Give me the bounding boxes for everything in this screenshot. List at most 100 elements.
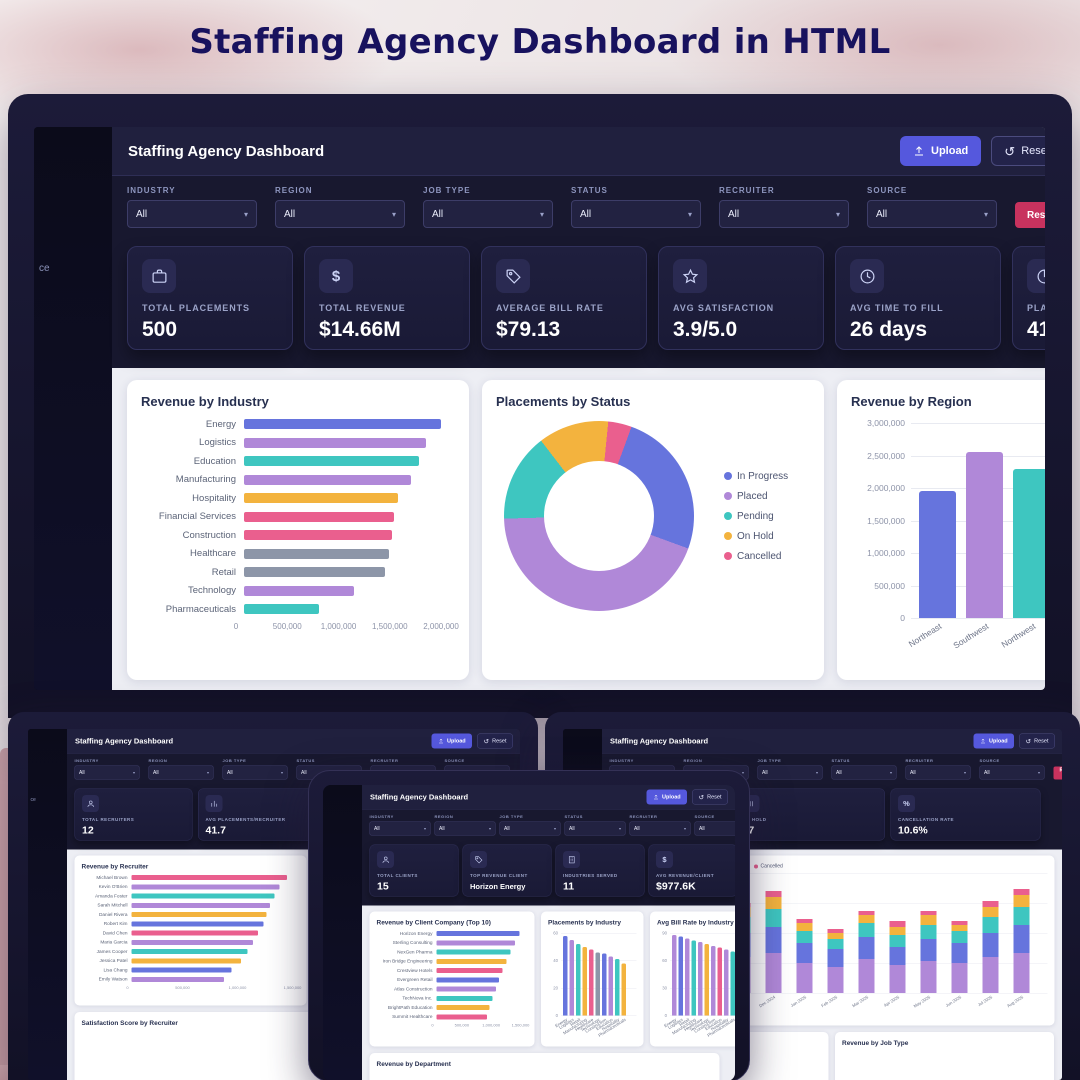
hbar-bar[interactable] xyxy=(244,419,441,430)
filter-select-status[interactable]: All▾ xyxy=(571,200,701,228)
upload-button[interactable]: Upload xyxy=(431,733,473,749)
hbar-bar[interactable] xyxy=(244,437,427,448)
reset-button[interactable]: ↺Reset xyxy=(1019,733,1055,749)
stacked-bar[interactable] xyxy=(951,921,968,993)
stacked-bar[interactable] xyxy=(858,911,875,993)
hbar-bar[interactable] xyxy=(131,939,253,945)
hbar-bar[interactable] xyxy=(244,548,389,559)
vbar-bar[interactable] xyxy=(595,952,600,1016)
hbar-bar[interactable] xyxy=(436,995,493,1001)
upload-button[interactable]: Upload xyxy=(973,733,1015,749)
legend-item[interactable]: In Progress xyxy=(724,471,788,482)
hbar-bar[interactable] xyxy=(131,930,259,936)
filter-select-job-type[interactable]: All ▾ xyxy=(757,765,823,780)
vbar-bar[interactable] xyxy=(724,949,729,1016)
filter-select-job-type[interactable]: All ▾ xyxy=(222,765,288,780)
reset-all-button[interactable]: Reset All xyxy=(1015,202,1045,228)
hbar-bar[interactable] xyxy=(131,902,270,908)
filter-select-status[interactable]: All▾ xyxy=(831,765,897,780)
hbar-bar[interactable] xyxy=(244,493,398,504)
hbar-bar[interactable] xyxy=(436,968,503,974)
vbar-bar[interactable] xyxy=(589,949,594,1016)
vbar-bar[interactable] xyxy=(919,491,956,618)
stacked-bar[interactable] xyxy=(982,901,999,993)
vbar-bar[interactable] xyxy=(717,947,722,1016)
hbar-bar[interactable] xyxy=(436,977,500,983)
vbar-bar[interactable] xyxy=(569,939,574,1016)
hbar-bar[interactable] xyxy=(436,940,515,946)
filter-select-recruiter[interactable]: All▾ xyxy=(905,765,971,780)
filter-select-job-type[interactable]: All ▾ xyxy=(499,821,561,836)
legend-item[interactable]: Placed xyxy=(724,491,788,502)
hbar-bar[interactable] xyxy=(436,986,496,992)
filter-select-industry[interactable]: All▾ xyxy=(369,821,431,836)
donut-chart[interactable] xyxy=(504,421,694,611)
stacked-bar[interactable] xyxy=(796,919,813,993)
upload-button[interactable]: Upload xyxy=(900,136,982,166)
hbar-bar[interactable] xyxy=(131,921,264,927)
legend-item[interactable]: On Hold xyxy=(724,531,788,542)
hbar-bar[interactable] xyxy=(131,875,288,881)
reset-button[interactable]: ↺Reset xyxy=(477,733,513,749)
stacked-bar[interactable] xyxy=(920,911,937,993)
hbar-bar[interactable] xyxy=(131,884,280,890)
filter-select-region[interactable]: All▾ xyxy=(434,821,496,836)
filter-select-recruiter[interactable]: All▾ xyxy=(629,821,691,836)
vbar-bar[interactable] xyxy=(678,936,683,1016)
hbar-bar[interactable] xyxy=(244,530,392,541)
hbar-bar[interactable] xyxy=(436,949,511,955)
stacked-bar[interactable] xyxy=(889,921,906,993)
filter-select-status[interactable]: All▾ xyxy=(564,821,626,836)
hbar-bar[interactable] xyxy=(131,976,224,982)
hbar-bar[interactable] xyxy=(131,912,267,918)
vbar-bar[interactable] xyxy=(966,452,1003,618)
legend-item[interactable]: Cancelled xyxy=(724,551,788,562)
hbar-bar[interactable] xyxy=(131,893,275,899)
hbar-bar[interactable] xyxy=(131,949,248,955)
hbar-bar[interactable] xyxy=(244,567,385,578)
hbar-bar[interactable] xyxy=(436,958,507,964)
hbar-bar[interactable] xyxy=(244,456,420,467)
vbar-bar[interactable] xyxy=(711,945,716,1016)
vbar-bar[interactable] xyxy=(608,956,613,1016)
filter-select-region[interactable]: All▾ xyxy=(275,200,405,228)
vbar-bar[interactable] xyxy=(602,953,607,1016)
legend-item[interactable]: Pending xyxy=(724,511,788,522)
vbar-bar[interactable] xyxy=(582,946,587,1016)
vbar-bar[interactable] xyxy=(691,940,696,1016)
reset-all-button[interactable]: Reset All xyxy=(1053,766,1062,780)
filter-select-job-type[interactable]: All ▾ xyxy=(423,200,553,228)
stacked-bar[interactable] xyxy=(1013,889,1030,993)
hbar-bar[interactable] xyxy=(436,1005,490,1011)
hbar-bar[interactable] xyxy=(244,604,319,615)
vbar-bar[interactable] xyxy=(704,944,709,1016)
vbar-bar[interactable] xyxy=(621,963,626,1016)
vbar-bar[interactable] xyxy=(576,944,581,1016)
filter-select-industry[interactable]: All▾ xyxy=(74,765,140,780)
hbar-bar[interactable] xyxy=(131,967,232,973)
vbar-bar[interactable] xyxy=(1013,468,1045,618)
hbar-bar[interactable] xyxy=(244,474,412,485)
vbar-bar[interactable] xyxy=(730,951,735,1016)
filter-select-source[interactable]: All▾ xyxy=(694,821,735,836)
vbar-bar[interactable] xyxy=(685,938,690,1016)
filter-select-source[interactable]: All▾ xyxy=(979,765,1045,780)
legend-item[interactable]: Cancelled xyxy=(754,864,783,869)
reset-button[interactable]: ↺Reset xyxy=(692,789,728,805)
filter-select-region[interactable]: All▾ xyxy=(148,765,214,780)
hbar-bar[interactable] xyxy=(244,511,394,522)
hbar-bar[interactable] xyxy=(131,958,241,964)
vbar-bar[interactable] xyxy=(672,934,677,1016)
upload-button[interactable]: Upload xyxy=(646,789,688,805)
filter-select-source[interactable]: All▾ xyxy=(867,200,997,228)
hbar-bar[interactable] xyxy=(244,585,355,596)
hbar-bar[interactable] xyxy=(436,1014,487,1020)
stacked-bar[interactable] xyxy=(827,929,844,993)
hbar-bar[interactable] xyxy=(436,931,520,937)
filter-select-industry[interactable]: All▾ xyxy=(127,200,257,228)
reset-button[interactable]: ↺Reset xyxy=(991,136,1045,166)
vbar-bar[interactable] xyxy=(563,935,568,1016)
filter-select-recruiter[interactable]: All▾ xyxy=(719,200,849,228)
stacked-bar[interactable] xyxy=(765,891,782,993)
vbar-bar[interactable] xyxy=(615,959,620,1016)
